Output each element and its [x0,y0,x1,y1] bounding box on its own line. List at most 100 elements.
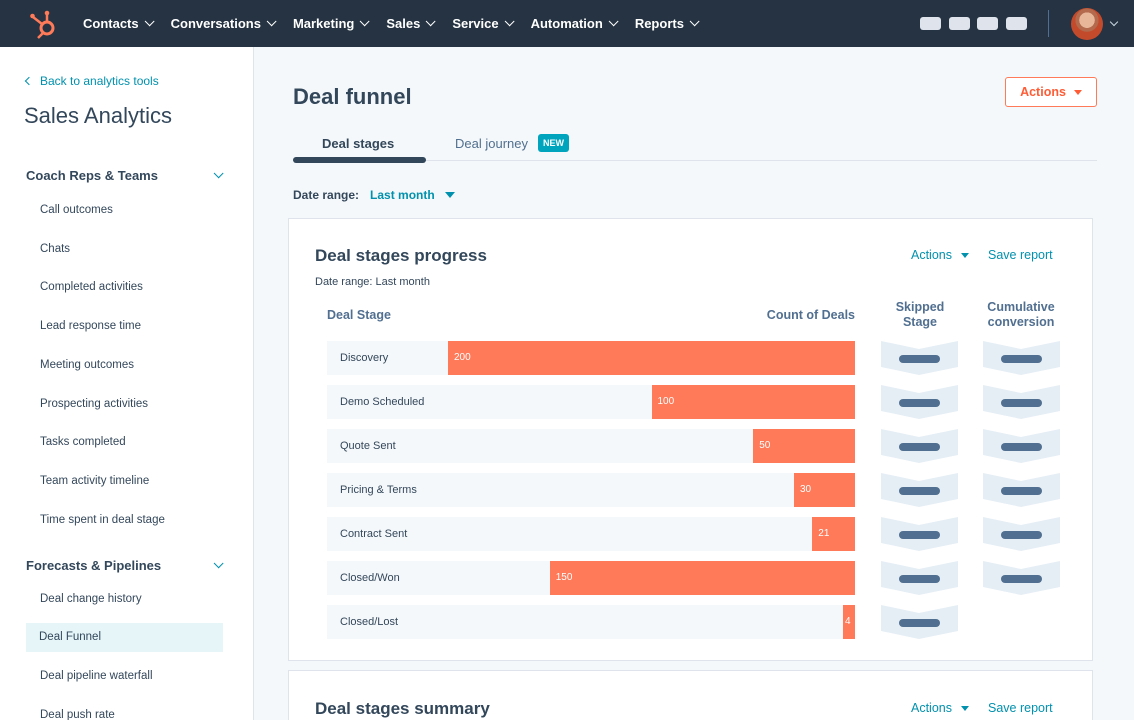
sidebar-item-completed-activities[interactable]: Completed activities [40,281,143,294]
funnel-bar[interactable]: 200 [448,341,855,375]
cumulative-conversion-placeholder [983,561,1060,595]
cumulative-conversion-placeholder [983,385,1060,419]
card-title: Deal stages summary [315,699,490,718]
sidebar-item-lead-response-time[interactable]: Lead response time [40,320,142,333]
nav-utility-button[interactable] [949,17,970,30]
cumulative-conversion-placeholder [983,517,1060,551]
section-coach-reps[interactable]: Coach Reps & Teams [26,168,224,183]
sidebar-item-tasks-completed[interactable]: Tasks completed [40,436,126,449]
stage-label: Contract Sent [340,528,408,540]
sidebar-item-chats[interactable]: Chats [40,242,71,255]
stage-label: Discovery [340,352,389,364]
sidebar-item-meeting-outcomes[interactable]: Meeting outcomes [40,358,134,371]
chevron-down-icon [266,16,277,27]
nav-item-sales[interactable]: Sales [386,16,436,31]
page-title: Deal funnel [293,84,412,109]
bar-value-label: 100 [657,396,675,407]
chevron-down-icon [213,168,224,179]
deal-stages-summary-card: Deal stages summary Actions Save report [288,670,1093,720]
funnel-bar[interactable]: 150 [549,561,855,595]
funnel-row[interactable]: Quote Sent 50 [327,429,855,463]
nav-item-service[interactable]: Service [452,16,515,31]
skipped-stage-placeholder [881,517,958,551]
funnel-row[interactable]: Contract Sent 21 [327,517,855,551]
sidebar-title: Sales Analytics [24,103,172,128]
funnel-bar[interactable]: 50 [753,429,855,463]
date-range-value: Last month [370,188,435,202]
section-forecasts-pipelines[interactable]: Forecasts & Pipelines [26,558,224,573]
cumulative-conversion-placeholder [983,429,1060,463]
sidebar-item-deal-funnel[interactable]: Deal Funnel [26,622,223,652]
nav-item-label: Conversations [170,16,261,31]
skipped-stage-placeholder [881,341,958,375]
save-report-link[interactable]: Save report [988,701,1053,715]
nav-utility-button[interactable] [1006,17,1027,30]
new-badge: NEW [538,134,569,152]
sidebar-item-deal-push-rate[interactable]: Deal push rate [40,709,115,720]
section-label: Forecasts & Pipelines [26,558,162,573]
avatar[interactable] [1071,8,1103,40]
card-actions-dropdown[interactable]: Actions [911,248,969,262]
chevron-down-icon [504,16,515,27]
funnel-row[interactable]: Discovery 200 [327,341,855,375]
nav-divider [1048,10,1049,37]
funnel-row[interactable]: Demo Scheduled 100 [327,385,855,419]
save-report-link[interactable]: Save report [988,248,1053,262]
nav-utility-button[interactable] [977,17,998,30]
nav-item-contacts[interactable]: Contacts [83,16,155,31]
nav-item-automation[interactable]: Automation [530,16,619,31]
nav-menu: Contacts Conversations Marketing Sales Servi… [83,0,716,47]
column-header-skipped[interactable]: Skipped Stage [895,300,945,329]
card-actions-dropdown[interactable]: Actions [911,701,969,715]
chevron-down-icon [425,16,436,27]
funnel-row[interactable]: Pricing & Terms 30 [327,473,855,507]
sidebar: Back to analytics tools Sales Analytics … [0,47,254,720]
sprocket-icon[interactable] [28,8,60,40]
nav-utility-button[interactable] [920,17,941,30]
funnel-row[interactable]: Closed/Won 150 [327,561,855,595]
caret-down-icon [1073,89,1082,95]
tab-deal-stages[interactable]: Deal stages [322,136,395,151]
bar-value-label: 50 [759,440,771,451]
date-range-dropdown[interactable]: Last month [370,188,455,202]
bar-value-label: 21 [818,528,830,539]
sidebar-item-time-spent-in-deal-stage[interactable]: Time spent in deal stage [40,513,165,526]
nav-item-label: Sales [386,16,421,31]
funnel-bar[interactable]: 4 [843,605,855,639]
funnel-bar[interactable]: 100 [651,385,855,419]
cumulative-conversion-placeholder [983,341,1060,375]
sidebar-item-prospecting-activities[interactable]: Prospecting activities [40,397,149,410]
nav-item-conversations[interactable]: Conversations [170,16,277,31]
skipped-stage-placeholder [881,429,958,463]
column-header-count[interactable]: Count of Deals [766,308,855,322]
nav-item-reports[interactable]: Reports [634,16,700,31]
nav-item-label: Reports [634,16,684,31]
funnel-bar[interactable]: 30 [793,473,855,507]
column-header-deal-stage[interactable]: Deal Stage [327,308,391,322]
chevron-down-icon [213,558,224,569]
chevron-down-icon [360,16,370,27]
chevron-down-icon[interactable] [1109,17,1119,27]
nav-item-marketing[interactable]: Marketing [292,16,370,31]
caret-down-icon [961,252,969,258]
nav-item-label: Marketing [292,16,355,31]
skipped-stage-placeholder [881,561,958,595]
funnel-bar[interactable]: 21 [812,517,855,551]
chevron-down-icon [608,16,619,27]
nav-item-label: Automation [530,16,603,31]
sidebar-item-team-activity-timeline[interactable]: Team activity timeline [40,474,150,487]
sidebar-item-deal-pipeline-waterfall[interactable]: Deal pipeline waterfall [40,670,153,683]
sidebar-item-deal-change-history[interactable]: Deal change history [40,593,142,605]
funnel-row[interactable]: Closed/Lost 4 [327,605,855,639]
column-header-cumulative[interactable]: Cumulative conversion [987,300,1055,329]
top-navigation: Contacts Conversations Marketing Sales Servi… [0,0,1134,47]
bar-value-label: 4 [845,616,851,627]
actions-button[interactable]: Actions [1005,77,1097,107]
sidebar-item-call-outcomes[interactable]: Call outcomes [40,204,113,216]
nav-item-label: Service [452,16,499,31]
tab-deal-journey[interactable]: Deal journey [455,136,528,151]
caret-down-icon [444,192,455,198]
back-link[interactable]: Back to analytics tools [24,74,159,88]
bar-value-label: 30 [799,484,812,495]
active-tab-indicator [293,157,426,163]
